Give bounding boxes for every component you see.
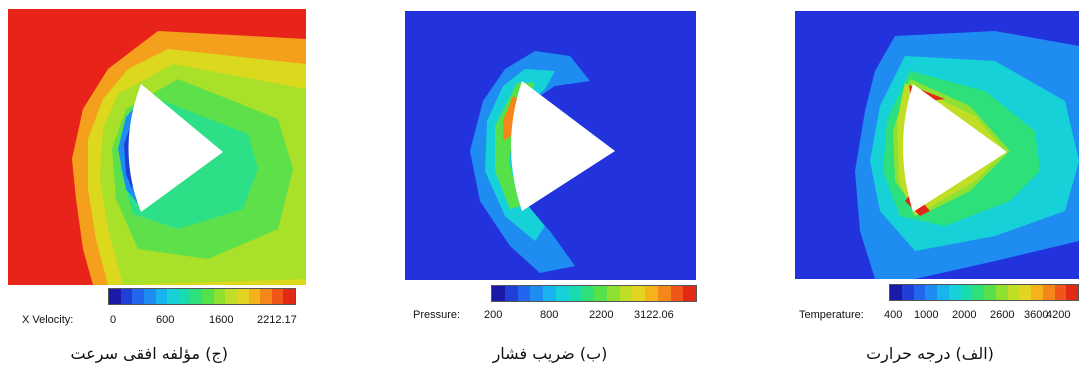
- legend-tick: 2600: [990, 309, 1015, 321]
- contour-plot-x-velocity: [8, 9, 306, 285]
- legend-title: Temperature:: [799, 309, 864, 321]
- legend-tick: 1600: [209, 314, 234, 326]
- caption-temperature: (الف) درجه حرارت: [866, 344, 994, 363]
- legend-tick: 1000: [914, 309, 939, 321]
- legend-tick: 400: [884, 309, 903, 321]
- colorbar-x-velocity: [108, 288, 296, 305]
- contour-plot-pressure: [405, 11, 696, 280]
- legend-tick: 2200: [589, 309, 614, 321]
- legend-tick: 0: [110, 314, 117, 326]
- legend-labels-pressure: Pressure: 200 800 2200 3122.06: [0, 309, 710, 323]
- legend-tick: 200: [484, 309, 503, 321]
- legend-tick: 4200: [1046, 309, 1071, 321]
- legend-labels-x-velocity: X Velocity: 0 600 1600 2212.17: [0, 314, 310, 328]
- contour-plot-temperature: [795, 11, 1079, 279]
- legend-tick: 3122.06: [634, 309, 674, 321]
- legend-tick: 2212.17: [257, 314, 297, 326]
- legend-tick: 800: [540, 309, 559, 321]
- legend-tick: 2000: [952, 309, 977, 321]
- legend-title: X Velocity:: [22, 314, 74, 326]
- caption-x-velocity: (ج) مؤلفه افقی سرعت: [70, 344, 228, 363]
- legend-title: Pressure:: [413, 309, 461, 321]
- legend-tick: 600: [156, 314, 175, 326]
- colorbar-temperature: [889, 284, 1079, 301]
- legend-tick: 3600: [1024, 309, 1049, 321]
- legend-labels-temperature: Temperature: 400 1000 2000 2600 3600 420…: [0, 309, 1079, 323]
- caption-pressure: (ب) ضریب فشار: [492, 344, 608, 363]
- colorbar-pressure: [491, 285, 697, 302]
